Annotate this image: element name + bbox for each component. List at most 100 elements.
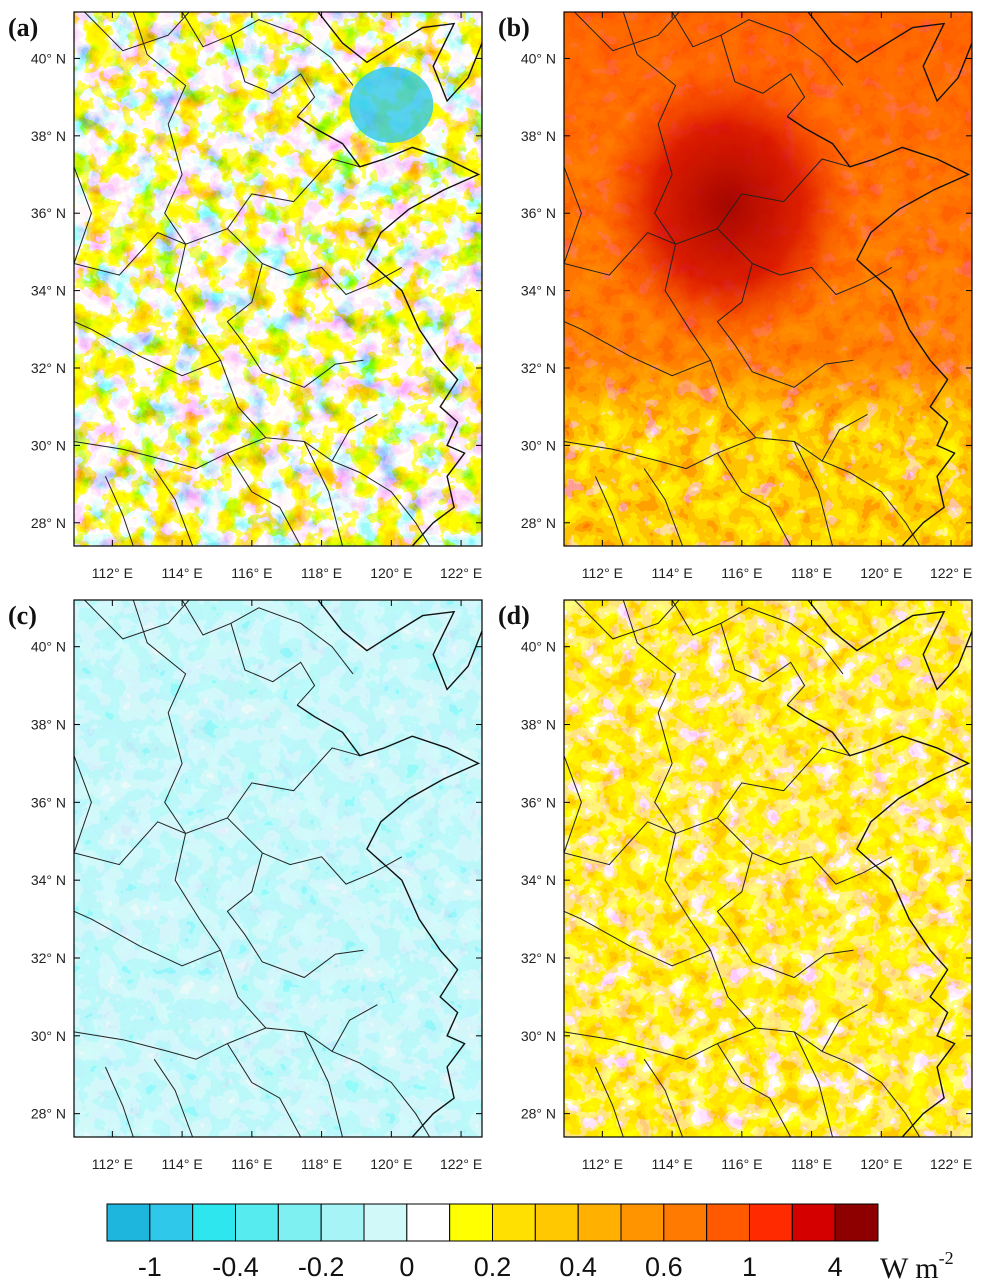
province-boundary bbox=[671, 12, 844, 86]
panel-d: (d) 40° N 38° N 36° N 34° N 32° N 30° N 28° N 11… bbox=[498, 599, 973, 1172]
shaded-field bbox=[564, 600, 972, 1137]
colorbar-box bbox=[706, 1203, 750, 1242]
colorbar-box bbox=[663, 1203, 708, 1242]
field-b bbox=[564, 12, 972, 546]
lat-tick-label: 32° N bbox=[31, 360, 66, 376]
colorbar-label: 0.6 bbox=[645, 1252, 683, 1282]
lon-tick-label: 112° E bbox=[582, 565, 623, 581]
lon-tick-label: 120° E bbox=[370, 1156, 412, 1172]
colorbar-box bbox=[577, 1203, 622, 1242]
colorbar-label: -0.2 bbox=[298, 1252, 345, 1282]
panel-frame bbox=[73, 599, 483, 1138]
coastline bbox=[317, 12, 482, 103]
lat-tick-label: 28° N bbox=[31, 1106, 66, 1122]
colorbar-box bbox=[791, 1203, 836, 1242]
panel-frame bbox=[563, 599, 973, 1138]
colorbar-box bbox=[235, 1203, 279, 1242]
province-boundary bbox=[303, 1031, 343, 1137]
province-boundary bbox=[132, 600, 187, 834]
province-boundary bbox=[74, 1027, 266, 1060]
province-boundary bbox=[716, 747, 851, 819]
province-boundary bbox=[262, 852, 403, 885]
province-boundary bbox=[226, 1043, 302, 1137]
panel-label: (d) bbox=[498, 601, 530, 630]
province-boundary bbox=[564, 244, 712, 377]
province-boundary bbox=[622, 600, 677, 834]
lon-tick-label: 120° E bbox=[860, 1156, 902, 1172]
lon-tick-label: 122° E bbox=[930, 565, 972, 581]
province-boundary bbox=[564, 833, 712, 967]
province-boundary bbox=[594, 1066, 624, 1137]
lon-tick-label: 118° E bbox=[791, 565, 832, 581]
lat-tick-label: 32° N bbox=[521, 950, 556, 966]
field-c bbox=[74, 600, 482, 1137]
coastline bbox=[807, 600, 972, 691]
lon-tick-label: 118° E bbox=[301, 1156, 342, 1172]
province-boundary bbox=[821, 1050, 921, 1137]
lat-tick-label: 28° N bbox=[521, 1106, 556, 1122]
province-boundary bbox=[230, 623, 316, 706]
lat-tick-label: 30° N bbox=[31, 437, 66, 453]
lon-tick-label: 116° E bbox=[721, 1156, 762, 1172]
province-boundary bbox=[643, 468, 684, 546]
lat-tick-label: 34° N bbox=[31, 283, 66, 299]
province-boundary bbox=[752, 852, 893, 885]
panel-label: (a) bbox=[8, 13, 38, 42]
province-boundary bbox=[793, 441, 833, 546]
province-boundary bbox=[716, 158, 851, 229]
colorbar-labels: -1 -0.4 -0.2 0 0.2 0.4 0.6 1 4 bbox=[138, 1252, 843, 1282]
colorbar-box bbox=[449, 1203, 494, 1242]
lat-tick-label: 36° N bbox=[31, 794, 66, 810]
colorbar: -1 -0.4 -0.2 0 0.2 0.4 0.6 1 4 W m-2 bbox=[106, 1203, 954, 1285]
province-boundary bbox=[84, 600, 190, 640]
panel-frame bbox=[563, 11, 973, 547]
province-boundary bbox=[716, 452, 792, 546]
panel-frame bbox=[73, 11, 483, 547]
colorbar-box bbox=[192, 1203, 236, 1242]
province-boundary bbox=[716, 1043, 792, 1137]
colorbar-boxes bbox=[106, 1203, 879, 1242]
province-boundary bbox=[793, 1031, 833, 1137]
lat-tick-label: 30° N bbox=[521, 1028, 556, 1044]
lat-tick-label: 38° N bbox=[521, 128, 556, 144]
coastline bbox=[786, 115, 971, 546]
lon-tick-label: 112° E bbox=[92, 1156, 133, 1172]
panel-c: (c) 40° N 38° N 36° N 34° N 32° N 30° N 28° N 11… bbox=[8, 599, 483, 1172]
lon-tick-label: 114° E bbox=[652, 1156, 693, 1172]
colorbar-box bbox=[149, 1203, 194, 1242]
province-boundary bbox=[331, 460, 431, 546]
lat-tick-label: 32° N bbox=[31, 950, 66, 966]
field-a bbox=[74, 12, 482, 546]
province-boundary bbox=[153, 468, 194, 546]
lat-tick-label: 40° N bbox=[521, 50, 556, 66]
panel-label: (c) bbox=[8, 601, 37, 630]
province-boundary bbox=[720, 35, 806, 117]
lon-tick-label: 116° E bbox=[231, 1156, 272, 1172]
lon-tick-label: 120° E bbox=[860, 565, 902, 581]
panel-b: (b) 40° N 38° N 36° N 34° N 32° N 30° N 28° N 11… bbox=[498, 11, 973, 581]
province-boundary bbox=[752, 263, 893, 296]
province-boundary bbox=[104, 476, 134, 546]
panel-a: (a) 40° N 38° N 36° N 34° N 32° N 30° N 28° N 11… bbox=[8, 11, 483, 581]
colorbar-box bbox=[277, 1203, 322, 1242]
province-boundary bbox=[564, 437, 756, 470]
lat-tick-label: 28° N bbox=[521, 515, 556, 531]
province-boundary bbox=[821, 460, 921, 546]
field-d bbox=[564, 600, 972, 1137]
province-boundary bbox=[564, 1027, 756, 1060]
lat-tick-label: 36° N bbox=[521, 205, 556, 221]
hot-core-region bbox=[594, 60, 889, 382]
province-boundary bbox=[226, 747, 361, 819]
lon-tick-label: 116° E bbox=[231, 565, 272, 581]
province-boundary bbox=[226, 852, 364, 979]
province-boundary bbox=[594, 476, 624, 546]
lon-tick-label: 122° E bbox=[440, 1156, 482, 1172]
colorbar-box bbox=[534, 1203, 579, 1242]
lat-tick-label: 38° N bbox=[31, 128, 66, 144]
province-boundary bbox=[716, 263, 854, 388]
province-boundary bbox=[574, 12, 680, 52]
lon-tick-label: 116° E bbox=[721, 565, 762, 581]
province-boundary bbox=[720, 623, 806, 706]
lat-tick-label: 40° N bbox=[31, 50, 66, 66]
coastline bbox=[296, 115, 481, 546]
